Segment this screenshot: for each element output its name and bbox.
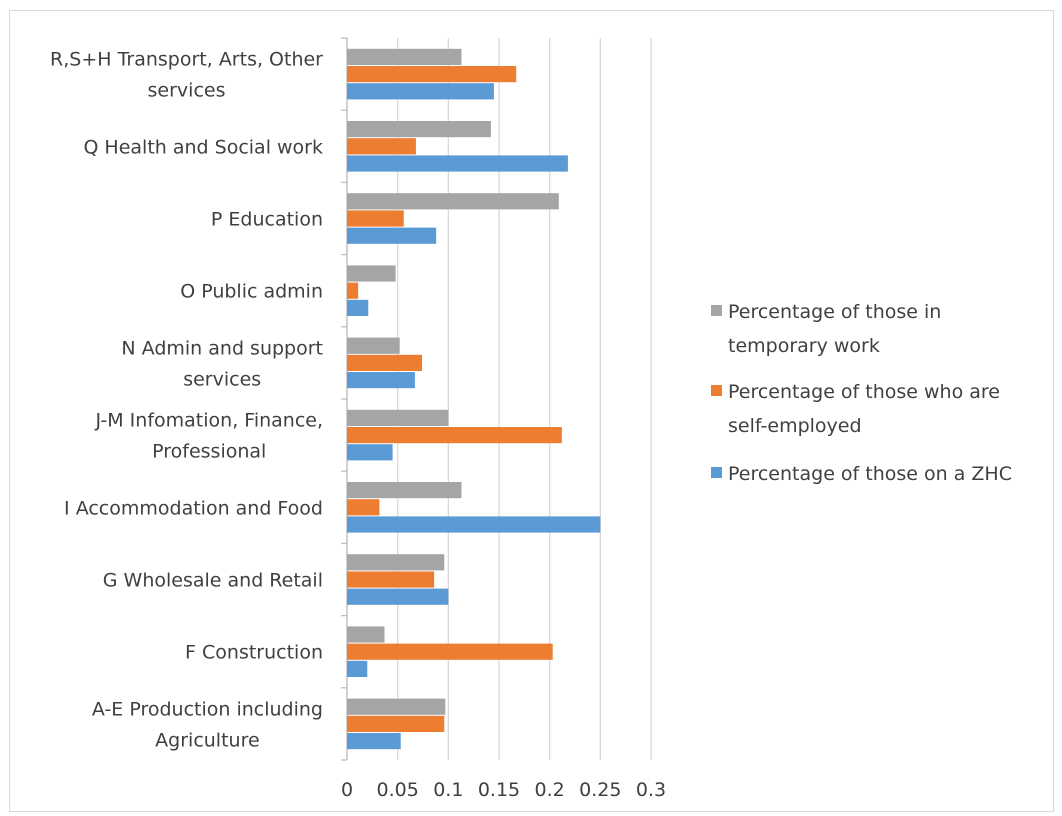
bars <box>347 48 601 750</box>
x-tick-label: 0.15 <box>478 779 520 801</box>
category-label: J-M Infomation, Finance, Professional <box>94 410 323 463</box>
x-tick-label: 0.05 <box>377 779 419 801</box>
bar <box>347 83 494 100</box>
bar <box>347 427 562 444</box>
bar <box>347 48 462 65</box>
bar <box>347 571 435 588</box>
bar <box>347 715 445 732</box>
bar <box>347 227 437 244</box>
bar <box>347 733 401 750</box>
bar <box>347 138 416 155</box>
x-tick-label: 0 <box>341 779 353 801</box>
category-labels: R,S+H Transport, Arts, Other services Q He… <box>50 49 323 752</box>
x-tick-label: 0.3 <box>636 779 666 801</box>
x-tick-label: 0.25 <box>579 779 621 801</box>
category-label: R,S+H Transport, Arts, Other services <box>50 49 323 102</box>
bar <box>347 554 445 571</box>
bar <box>347 372 415 389</box>
bar <box>347 354 422 371</box>
bar <box>347 299 369 316</box>
bar <box>347 660 368 677</box>
bar <box>347 155 568 172</box>
bar <box>347 121 491 138</box>
bar <box>347 210 404 227</box>
bar <box>347 643 553 660</box>
bar <box>347 409 449 426</box>
bar <box>347 516 601 533</box>
legend: Percentage of those in temporary work Perc… <box>711 301 1012 485</box>
bar <box>347 626 385 643</box>
category-label: N Admin and support services <box>121 337 323 390</box>
bar <box>347 282 359 299</box>
category-label: I Accommodation and Food <box>64 497 323 519</box>
x-tick-label: 0.1 <box>433 779 463 801</box>
legend-swatch <box>711 305 722 316</box>
category-label: Q Health and Social work <box>83 136 323 158</box>
category-label: G Wholesale and Retail <box>103 570 323 592</box>
x-tick-labels: 0 0.05 0.1 0.15 0.2 0.25 0.3 <box>341 779 666 801</box>
bar <box>347 444 393 461</box>
bar <box>347 66 517 83</box>
legend-swatch <box>711 467 722 478</box>
bar <box>347 698 446 715</box>
bar <box>347 482 462 499</box>
bar <box>347 337 400 354</box>
legend-entry: Percentage of those in temporary work <box>728 301 941 357</box>
category-label: F Construction <box>185 642 323 664</box>
category-label: P Education <box>211 209 323 231</box>
bar <box>347 499 380 516</box>
x-tick-label: 0.2 <box>535 779 565 801</box>
category-label: O Public admin <box>180 281 323 303</box>
legend-entry: Percentage of those who are self-employed <box>728 381 1000 437</box>
legend-swatch <box>711 385 722 396</box>
bar <box>347 588 449 605</box>
bar <box>347 265 396 282</box>
bar <box>347 193 559 210</box>
chart-frame <box>9 10 1054 812</box>
legend-entry: Percentage of those on a ZHC <box>728 463 1012 485</box>
category-label: A-E Production including Agriculture <box>92 698 323 751</box>
